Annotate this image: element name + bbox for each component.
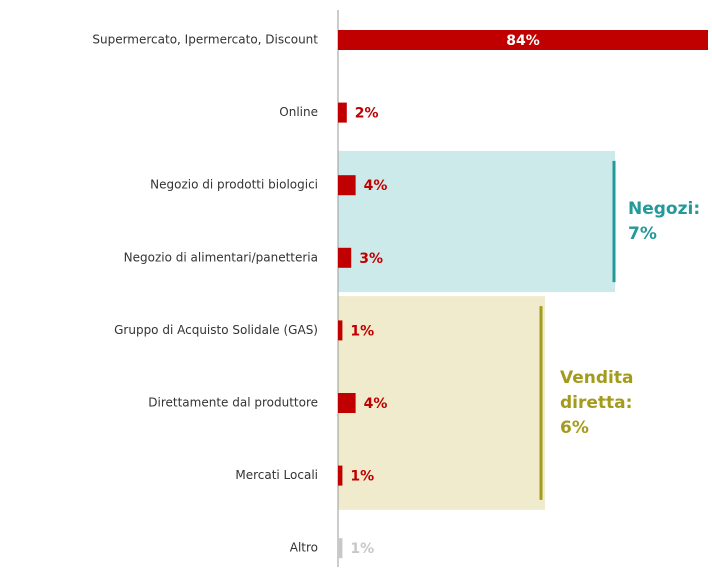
bar (338, 465, 343, 486)
value-label: 1% (350, 323, 374, 339)
value-label: 1% (350, 541, 374, 557)
category-label: Gruppo di Acquisto Solidale (GAS) (114, 323, 318, 337)
value-label: 1% (350, 469, 374, 485)
category-label: Mercati Locali (235, 468, 318, 482)
group-label: Vendita (560, 368, 633, 388)
value-label: 4% (364, 178, 388, 194)
bar (338, 175, 356, 196)
bar (338, 247, 352, 268)
group-band (338, 150, 615, 293)
value-label: 4% (364, 396, 388, 412)
bar (338, 320, 343, 341)
group-label: 7% (628, 224, 657, 244)
group-band (338, 296, 545, 510)
category-label: Negozio di prodotti biologici (150, 178, 318, 192)
bar (338, 30, 708, 50)
value-label: 3% (359, 251, 383, 267)
bar (338, 393, 356, 413)
value-label: 2% (355, 106, 379, 122)
bar (338, 538, 343, 559)
category-label: Altro (290, 541, 318, 555)
group-label: diretta: (560, 393, 632, 413)
category-label: Negozio di alimentari/panetteria (124, 250, 318, 264)
bar (338, 102, 347, 123)
category-label: Online (279, 105, 318, 119)
group-label: Negozi: (628, 199, 700, 219)
category-label: Supermercato, Ipermercato, Discount (92, 33, 318, 47)
group-label: 6% (560, 418, 589, 438)
value-label: 84% (506, 33, 540, 49)
category-label: Direttamente dal produttore (148, 396, 318, 410)
